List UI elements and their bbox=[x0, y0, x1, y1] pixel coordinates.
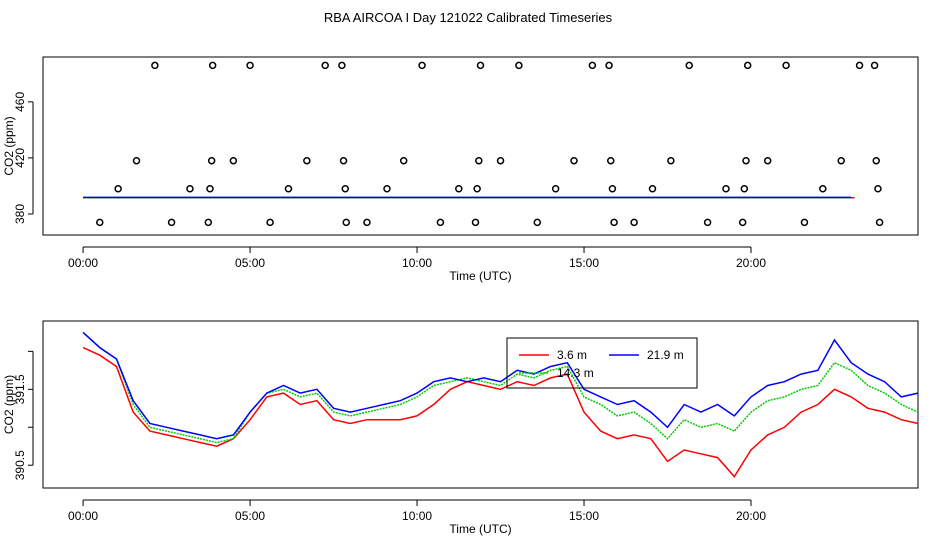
series-line-14-3-m bbox=[82, 331, 919, 444]
x-tick-label: 00:00 bbox=[68, 509, 98, 523]
data-point bbox=[383, 184, 391, 193]
data-point bbox=[208, 61, 217, 70]
data-point bbox=[703, 218, 712, 227]
y-tick-label: 391.5 bbox=[13, 374, 27, 404]
data-point bbox=[740, 184, 749, 193]
figure-title: RBA AIRCOA I Day 121022 Calibrated Times… bbox=[324, 10, 613, 25]
data-point bbox=[875, 218, 884, 227]
data-point bbox=[800, 218, 809, 227]
data-point bbox=[648, 184, 657, 193]
data-point bbox=[151, 61, 159, 70]
y-tick-label: 390.5 bbox=[13, 450, 27, 480]
data-point bbox=[630, 218, 638, 227]
data-point bbox=[743, 61, 752, 70]
data-point bbox=[496, 156, 505, 165]
data-point bbox=[167, 218, 176, 227]
data-point bbox=[551, 184, 560, 193]
y-axis-title: CO2 (ppm) bbox=[2, 116, 16, 175]
legend-box bbox=[506, 337, 698, 389]
data-point bbox=[284, 184, 293, 193]
x-tick-label: 05:00 bbox=[235, 256, 265, 270]
data-point bbox=[819, 184, 827, 193]
data-point bbox=[207, 156, 216, 165]
data-point bbox=[837, 156, 845, 165]
data-point bbox=[342, 218, 350, 227]
data-point bbox=[321, 61, 329, 70]
x-tick-label: 10:00 bbox=[402, 509, 432, 523]
series-line-3-6-m bbox=[82, 346, 919, 478]
data-point bbox=[533, 218, 542, 227]
legend-label: 21.9 m bbox=[647, 348, 684, 362]
plot-frame bbox=[42, 320, 919, 489]
data-point bbox=[455, 184, 463, 193]
x-axis-title: Time (UTC) bbox=[449, 522, 511, 536]
data-point bbox=[418, 61, 426, 70]
plot-frame bbox=[42, 56, 919, 236]
co2-scatter-panel: 00:00 05:00 10:00 15:00 20:00 Time (UTC) 380 42… bbox=[2, 56, 919, 283]
data-point bbox=[782, 61, 790, 70]
y-tick-label: 420 bbox=[13, 148, 27, 168]
data-point bbox=[870, 61, 879, 70]
data-point bbox=[338, 61, 346, 70]
data-point bbox=[341, 184, 349, 193]
data-point bbox=[436, 218, 445, 227]
x-tick-label: 10:00 bbox=[402, 256, 432, 270]
x-axis-title: Time (UTC) bbox=[449, 269, 511, 283]
data-point bbox=[476, 61, 485, 70]
data-point bbox=[363, 218, 371, 227]
data-point bbox=[763, 156, 772, 165]
x-tick-label: 20:00 bbox=[736, 256, 766, 270]
data-point bbox=[186, 184, 194, 193]
x-tick-label: 15:00 bbox=[569, 509, 599, 523]
data-point bbox=[132, 156, 141, 165]
data-point bbox=[246, 61, 254, 70]
y-tick-label: 460 bbox=[13, 92, 27, 112]
x-tick-label: 15:00 bbox=[569, 256, 599, 270]
legend-label: 14.3 m bbox=[557, 366, 594, 380]
data-point bbox=[96, 218, 104, 227]
x-tick-label: 00:00 bbox=[68, 256, 98, 270]
data-point bbox=[874, 184, 882, 193]
data-point bbox=[588, 61, 597, 70]
data-point bbox=[399, 156, 408, 165]
x-tick-label: 20:00 bbox=[736, 509, 766, 523]
y-tick-label: 380 bbox=[13, 204, 27, 224]
data-point bbox=[570, 156, 578, 165]
data-point bbox=[204, 218, 213, 227]
data-point bbox=[473, 184, 481, 193]
data-point bbox=[303, 156, 311, 165]
data-point bbox=[471, 218, 480, 227]
data-point bbox=[610, 218, 618, 227]
data-point bbox=[229, 156, 238, 165]
data-point bbox=[475, 156, 483, 165]
data-point bbox=[738, 218, 747, 227]
data-point bbox=[667, 156, 675, 165]
data-point bbox=[266, 218, 274, 227]
legend-label: 3.6 m bbox=[557, 348, 587, 362]
data-point bbox=[608, 184, 617, 193]
data-point bbox=[206, 184, 214, 193]
data-point bbox=[515, 61, 523, 70]
data-point bbox=[339, 156, 348, 165]
x-tick-label: 05:00 bbox=[235, 509, 265, 523]
data-point bbox=[606, 156, 615, 165]
data-point bbox=[742, 156, 750, 165]
data-point bbox=[685, 61, 693, 70]
series-line-21-9-m bbox=[82, 331, 919, 440]
data-point bbox=[722, 184, 730, 193]
y-axis-title: CO2 (ppm) bbox=[2, 375, 16, 434]
data-point bbox=[114, 184, 122, 193]
data-point bbox=[855, 61, 864, 70]
data-point bbox=[605, 61, 613, 70]
data-point bbox=[872, 156, 881, 165]
co2-line-panel: 00:00 05:00 10:00 15:00 20:00 Time (UTC) 390.5… bbox=[2, 320, 919, 536]
